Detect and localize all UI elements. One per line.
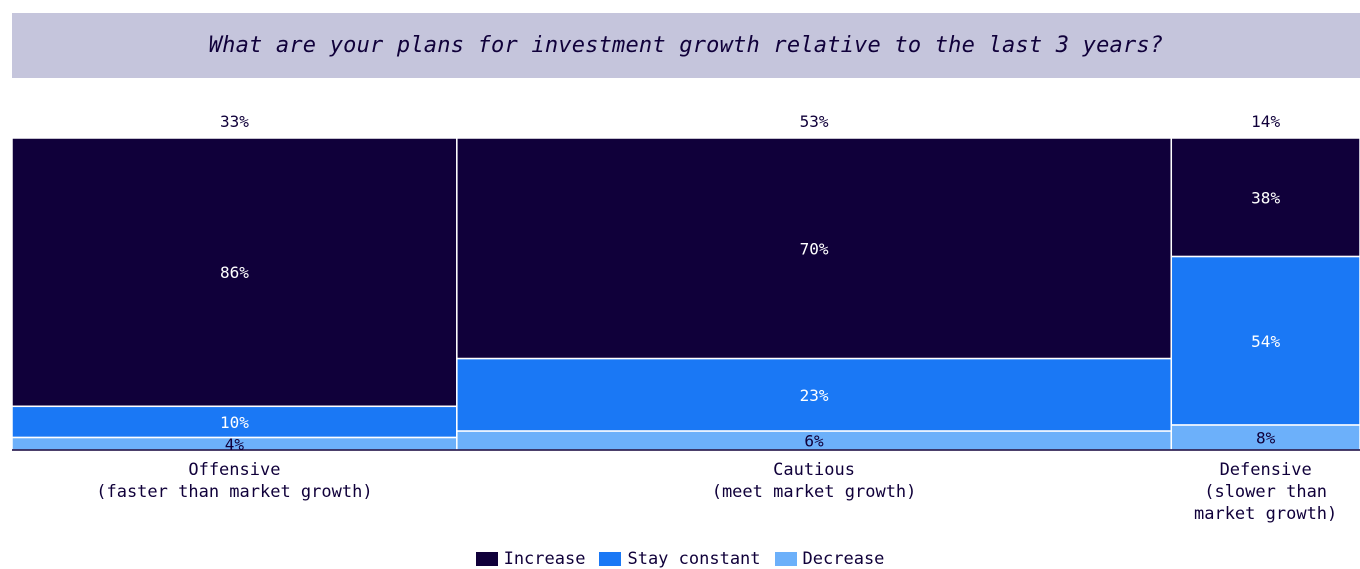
segment-decrease [1170,424,1360,451]
legend-swatch-stay-constant [599,552,622,566]
chart-legend: Increase Stay constant Decrease [0,549,1360,569]
legend-item-stay-constant: Stay constant [599,549,761,569]
segment-value-label: 23% [800,386,829,405]
category-label: (faster than market growth) [96,482,372,502]
legend-label-stay-constant: Stay constant [627,549,761,569]
segment-value-label: 6% [804,432,824,451]
category-label: Offensive [188,460,280,480]
segment-value-label: 4% [225,435,245,454]
legend-label-decrease: Decrease [802,549,885,569]
column-width-label: 53% [800,112,829,131]
column-width-label: 14% [1251,112,1280,131]
legend-swatch-decrease [774,552,797,566]
legend-swatch-increase [475,552,498,566]
legend-item-decrease: Decrease [774,549,885,569]
legend-label-increase: Increase [503,549,586,569]
segment-stay-constant [1170,255,1360,426]
segment-value-label: 86% [220,263,249,282]
chart-title: What are your plans for investment growt… [208,33,1164,58]
category-label: Defensive [1220,460,1312,480]
segment-increase [1170,137,1360,258]
legend-item-increase: Increase [475,549,586,569]
segment-increase [11,137,458,408]
segment-value-label: 54% [1251,332,1280,351]
column-width-label: 33% [220,112,249,131]
category-label: Cautious [773,460,855,480]
segment-value-label: 8% [1256,429,1276,448]
segment-value-label: 38% [1251,188,1280,207]
chart-title-band: What are your plans for investment growt… [12,13,1360,78]
segment-value-label: 70% [800,239,829,258]
segment-value-label: 10% [220,413,249,432]
category-label: (slower than [1204,482,1327,502]
category-label: market growth) [1194,504,1337,524]
category-label: (meet market growth) [712,482,917,502]
